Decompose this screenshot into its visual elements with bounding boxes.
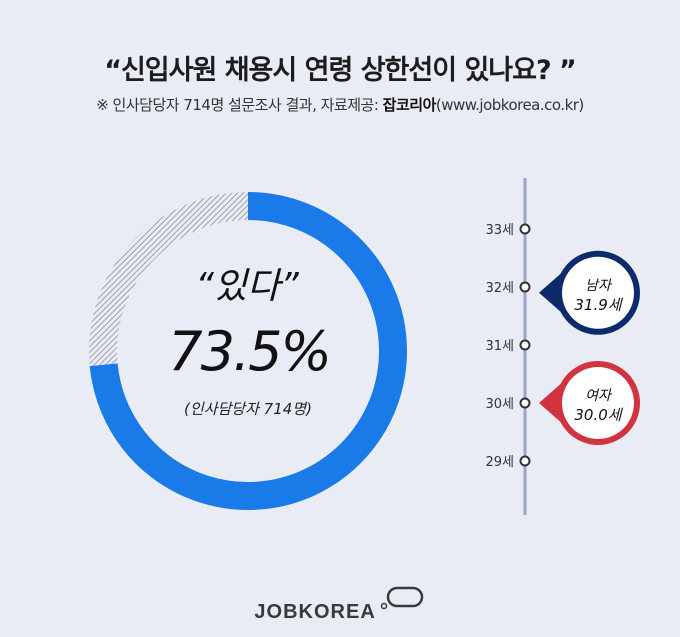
age-marker: 여자 30.0세 bbox=[539, 361, 640, 445]
age-tick-dot bbox=[519, 281, 531, 293]
age-marker-inner bbox=[562, 367, 634, 439]
donut-slice-yes bbox=[89, 192, 407, 510]
age-axis: 33세 32세 31세 30세 29세 bbox=[485, 223, 531, 470]
age-tick-dot bbox=[519, 397, 531, 409]
age-marker-label: 남자 bbox=[585, 278, 613, 294]
age-tick-dot bbox=[519, 339, 531, 351]
donut-slice-rest bbox=[89, 192, 249, 366]
chart-title: “신입사원 채용시 연령 상한선이 있나요? ” bbox=[104, 55, 577, 86]
subtitle-url: (www.jobkorea.co.kr) bbox=[435, 96, 584, 114]
age-marker-value: 31.9세 bbox=[574, 296, 623, 314]
donut-center-label: “있다” bbox=[195, 266, 299, 307]
brand-wordmark: JOBKOREA bbox=[254, 601, 376, 623]
age-marker: 남자 31.9세 bbox=[539, 250, 640, 335]
brand-speech-icon bbox=[380, 586, 423, 610]
age-marker-label: 여자 bbox=[585, 388, 613, 404]
age-tick-label: 32세 bbox=[485, 281, 514, 296]
age-marker-inner bbox=[562, 256, 634, 329]
subtitle-source: 잡코리아 bbox=[382, 96, 437, 114]
donut-center-value: 73.5% bbox=[168, 320, 330, 383]
age-tick-dot bbox=[519, 223, 531, 235]
age-tick-label: 29세 bbox=[485, 455, 514, 470]
age-tick-label: 31세 bbox=[485, 339, 514, 354]
age-tick-label: 33세 bbox=[485, 223, 514, 238]
age-marker-value: 30.0세 bbox=[574, 406, 623, 424]
chart-subtitle: ※ 인사담당자 714명 설문조사 결과, 자료제공: 잡코리아(www.job… bbox=[0, 94, 680, 115]
donut-chart bbox=[89, 192, 407, 510]
brand-logo: JOBKOREA bbox=[0, 586, 680, 624]
donut-center-note: (인사담당자 714명) bbox=[184, 400, 312, 418]
age-tick-label: 30세 bbox=[485, 397, 514, 412]
subtitle-prefix: ※ 인사담당자 714명 설문조사 결과, 자료제공: bbox=[96, 96, 379, 114]
age-tick-dot bbox=[519, 455, 531, 467]
